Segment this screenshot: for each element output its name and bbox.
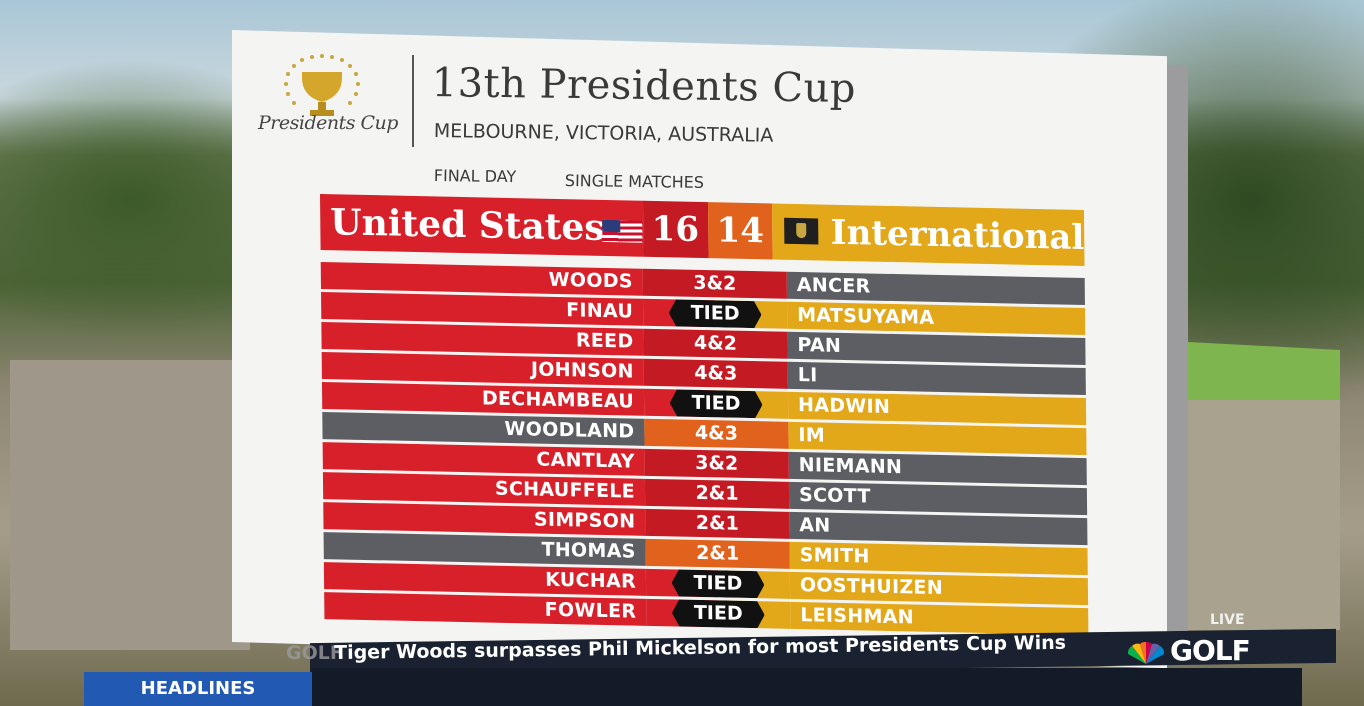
match-board: United States 16 14 International WOODS 3… <box>320 194 1089 638</box>
event-session: SINGLE MATCHES <box>564 171 705 192</box>
match-result: 4&3 <box>643 358 788 389</box>
match-result: 2&1 <box>645 538 790 569</box>
international-shield-icon <box>784 217 819 245</box>
match-result: TIED <box>646 598 791 629</box>
usa-player: KUCHAR <box>323 562 647 596</box>
usa-player: DECHAMBEAU <box>321 382 645 416</box>
us-flag-icon <box>602 219 643 243</box>
match-result: 4&2 <box>643 328 788 359</box>
team-usa-name: United States <box>330 201 605 249</box>
live-indicator: LIVE <box>1210 612 1245 628</box>
usa-player: CANTLAY <box>322 442 645 476</box>
match-result: 2&1 <box>644 478 790 509</box>
result-value: 4&2 <box>693 331 738 355</box>
result-value: 3&2 <box>695 451 739 475</box>
usa-player: FOWLER <box>324 592 647 626</box>
intl-player: IM <box>788 421 1087 456</box>
intl-player: NIEMANN <box>788 451 1087 486</box>
event-location: MELBOURNE, VICTORIA, AUSTRALIA <box>433 120 774 147</box>
usa-player: REED <box>321 322 644 356</box>
result-value: 4&3 <box>694 421 739 445</box>
result-value: 3&2 <box>693 271 737 295</box>
usa-player: WOODS <box>320 262 643 296</box>
intl-player: MATSUYAMA <box>787 301 1086 336</box>
intl-player: ANCER <box>786 271 1085 306</box>
result-value: 2&1 <box>696 541 740 565</box>
intl-player: SCOTT <box>788 481 1088 516</box>
event-title: 13th Presidents Cup <box>431 60 857 112</box>
team-intl-score: 14 <box>707 202 773 260</box>
water-hazard <box>10 360 250 650</box>
intl-player: SMITH <box>789 541 1088 576</box>
peacock-icon <box>1127 641 1165 664</box>
match-result: TIED <box>643 388 789 419</box>
ticker-lower-bar <box>312 668 1302 706</box>
match-result: 3&2 <box>644 448 789 479</box>
intl-player: LI <box>787 361 1086 396</box>
header-divider <box>412 55 414 147</box>
tied-badge: TIED <box>671 569 764 598</box>
result-value: 2&1 <box>695 511 739 535</box>
team-usa: United States <box>320 194 644 257</box>
intl-player: HADWIN <box>787 391 1087 426</box>
match-result: TIED <box>645 568 791 599</box>
usa-player: SIMPSON <box>323 502 646 536</box>
usa-player: JOHNSON <box>321 352 644 386</box>
tied-badge: TIED <box>670 389 763 418</box>
usa-player: SCHAUFFELE <box>322 472 646 506</box>
watermark-logo: GOLF <box>286 642 343 664</box>
match-result: 4&3 <box>644 418 789 449</box>
network-logo: GOLF <box>1170 634 1251 667</box>
intl-player: AN <box>789 511 1088 546</box>
match-list: WOODS 3&2 ANCER FINAU TIED MATSUYAMA REED 4&2 PA… <box>320 262 1089 636</box>
match-result: 2&1 <box>645 508 790 539</box>
intl-player: PAN <box>787 331 1086 366</box>
result-value: 4&3 <box>694 361 738 385</box>
team-intl: International <box>772 203 1085 267</box>
usa-player: WOODLAND <box>322 412 645 446</box>
logo-script: Presidents Cup <box>258 112 398 134</box>
tied-badge: TIED <box>672 599 765 628</box>
event-day: FINAL DAY <box>433 166 517 187</box>
intl-player: LEISHMAN <box>790 601 1089 636</box>
usa-player: FINAU <box>321 292 644 326</box>
usa-player: THOMAS <box>323 532 646 566</box>
trophy-icon <box>284 54 360 116</box>
tied-badge: TIED <box>669 299 762 328</box>
team-usa-score: 16 <box>642 200 709 259</box>
headlines-label: HEADLINES <box>84 672 312 706</box>
match-result: TIED <box>643 298 788 329</box>
team-intl-name: International <box>830 212 1085 259</box>
match-result: 3&2 <box>642 268 787 299</box>
intl-player: OOSTHUIZEN <box>789 571 1089 606</box>
result-value: 2&1 <box>695 481 739 505</box>
